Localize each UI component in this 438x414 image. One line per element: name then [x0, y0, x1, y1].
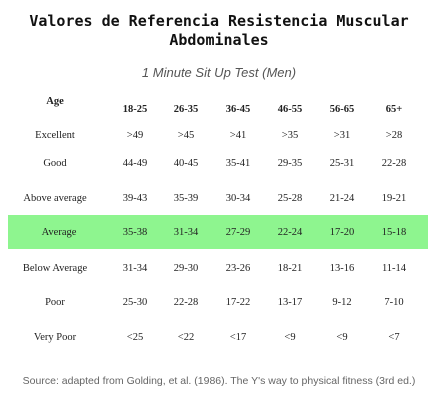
- table-cell: <9: [284, 331, 296, 343]
- table-cell: 23-26: [225, 262, 251, 274]
- table-cell: 7-10: [384, 296, 404, 308]
- row-label: Below Average: [22, 262, 88, 274]
- table-cell: 29-35: [277, 157, 303, 169]
- table-cell: 22-28: [381, 157, 407, 169]
- table-cell: <25: [126, 331, 144, 343]
- title-line-1: Valores de Referencia Resistencia Muscul…: [29, 12, 409, 30]
- row-label: Good: [43, 157, 67, 169]
- table-cell: <22: [177, 331, 195, 343]
- table-header-row: Age 18-25 26-35 36-45 46-55 56-65 65+: [0, 96, 438, 116]
- table-row-highlighted: Average 35-38 31-34 27-29 22-24 17-20 15…: [8, 215, 428, 249]
- table-row: Excellent >49 >45 >41 >35 >31 >28: [0, 126, 438, 144]
- table-cell: 31-34: [173, 226, 199, 238]
- table-cell: 17-22: [225, 296, 251, 308]
- table-cell: 31-34: [122, 262, 148, 274]
- table-cell: 44-49: [122, 157, 148, 169]
- table-cell: 35-39: [173, 192, 199, 204]
- header-col: 46-55: [277, 104, 303, 115]
- header-col: 56-65: [329, 104, 355, 115]
- header-col: 18-25: [122, 104, 148, 115]
- table-cell: >45: [177, 129, 195, 141]
- table-cell: >31: [333, 129, 351, 141]
- header-col: 36-45: [225, 104, 251, 115]
- table-cell: 39-43: [122, 192, 148, 204]
- table-cell: >35: [281, 129, 299, 141]
- table-cell: 25-30: [122, 296, 148, 308]
- table-cell: 21-24: [329, 192, 355, 204]
- table-cell: 18-21: [277, 262, 303, 274]
- table-row: Above average 39-43 35-39 30-34 25-28 21…: [0, 189, 438, 207]
- row-label: Poor: [45, 296, 65, 308]
- table-cell: 22-28: [173, 296, 199, 308]
- header-col: 65+: [385, 104, 403, 115]
- table-subtitle: 1 Minute Sit Up Test (Men): [141, 65, 297, 80]
- header-age: Age: [46, 96, 64, 107]
- row-label: Average: [41, 226, 77, 238]
- table-cell: 25-28: [277, 192, 303, 204]
- table-cell: >49: [126, 129, 144, 141]
- table-cell: 29-30: [173, 262, 199, 274]
- table-cell: 9-12: [332, 296, 352, 308]
- table-cell: 17-20: [329, 226, 355, 238]
- table-cell: 25-31: [329, 157, 355, 169]
- table-cell: 27-29: [225, 226, 251, 238]
- header-col: 26-35: [173, 104, 199, 115]
- table-cell: >28: [385, 129, 403, 141]
- table-row: Very Poor <25 <22 <17 <9 <9 <7: [0, 328, 438, 346]
- table-cell: 19-21: [381, 192, 407, 204]
- table-cell: <7: [388, 331, 400, 343]
- table-cell: <9: [336, 331, 348, 343]
- table-cell: 30-34: [225, 192, 251, 204]
- table-cell: 35-38: [122, 226, 148, 238]
- table-cell: 40-45: [173, 157, 199, 169]
- table-row: Good 44-49 40-45 35-41 29-35 25-31 22-28: [0, 154, 438, 172]
- table-cell: 15-18: [381, 226, 407, 238]
- row-label: Above average: [23, 192, 87, 204]
- table-cell: 13-16: [329, 262, 355, 274]
- table-cell: >41: [229, 129, 247, 141]
- table-cell: 22-24: [277, 226, 303, 238]
- table-row: Below Average 31-34 29-30 23-26 18-21 13…: [0, 259, 438, 277]
- page-title: Valores de Referencia Resistencia Muscul…: [0, 12, 438, 50]
- table-cell: 13-17: [277, 296, 303, 308]
- table-row: Poor 25-30 22-28 17-22 13-17 9-12 7-10: [0, 293, 438, 311]
- table-cell: 11-14: [381, 262, 407, 274]
- row-label: Very Poor: [33, 331, 77, 343]
- source-citation: Source: adapted from Golding, et al. (19…: [22, 375, 416, 387]
- table-cell: 35-41: [225, 157, 251, 169]
- title-line-2: Abdominales: [169, 31, 269, 49]
- row-label: Excellent: [35, 129, 75, 141]
- table-cell: <17: [229, 331, 247, 343]
